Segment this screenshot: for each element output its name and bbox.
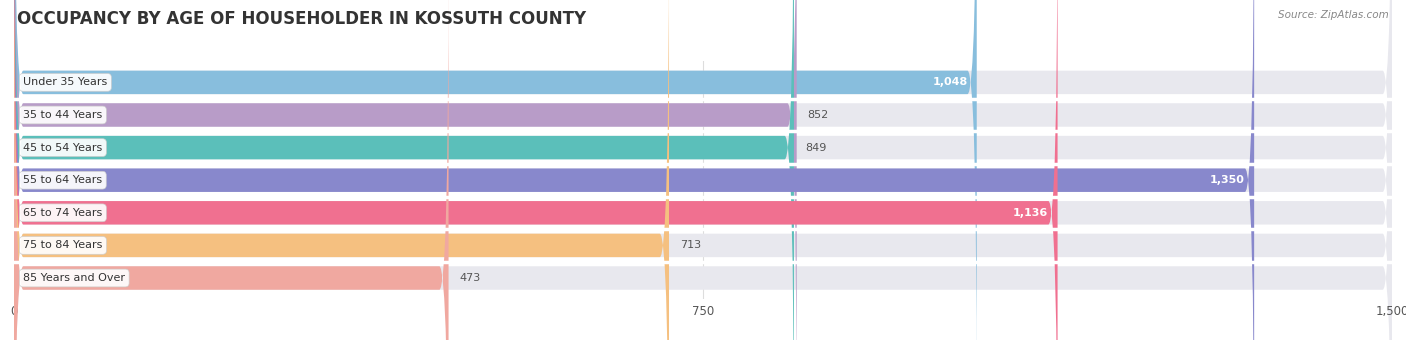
FancyBboxPatch shape <box>14 0 1392 340</box>
Text: 1,136: 1,136 <box>1014 208 1049 218</box>
FancyBboxPatch shape <box>14 0 797 340</box>
Text: 55 to 64 Years: 55 to 64 Years <box>24 175 103 185</box>
Text: 45 to 54 Years: 45 to 54 Years <box>24 142 103 153</box>
FancyBboxPatch shape <box>14 0 794 340</box>
FancyBboxPatch shape <box>14 0 1392 340</box>
FancyBboxPatch shape <box>14 0 1057 340</box>
Text: 35 to 44 Years: 35 to 44 Years <box>24 110 103 120</box>
Text: 473: 473 <box>460 273 481 283</box>
Text: 65 to 74 Years: 65 to 74 Years <box>24 208 103 218</box>
Text: 713: 713 <box>681 240 702 250</box>
Text: Under 35 Years: Under 35 Years <box>24 78 107 87</box>
FancyBboxPatch shape <box>14 0 1392 340</box>
FancyBboxPatch shape <box>14 0 1392 340</box>
Text: 85 Years and Over: 85 Years and Over <box>24 273 125 283</box>
FancyBboxPatch shape <box>14 0 669 340</box>
FancyBboxPatch shape <box>14 0 977 340</box>
FancyBboxPatch shape <box>14 0 449 340</box>
Text: 852: 852 <box>807 110 830 120</box>
FancyBboxPatch shape <box>14 0 1392 340</box>
FancyBboxPatch shape <box>14 0 1392 340</box>
Text: 1,350: 1,350 <box>1211 175 1244 185</box>
Text: 1,048: 1,048 <box>932 78 967 87</box>
Text: 75 to 84 Years: 75 to 84 Years <box>24 240 103 250</box>
Text: Source: ZipAtlas.com: Source: ZipAtlas.com <box>1278 10 1389 20</box>
Text: 849: 849 <box>806 142 827 153</box>
Text: OCCUPANCY BY AGE OF HOUSEHOLDER IN KOSSUTH COUNTY: OCCUPANCY BY AGE OF HOUSEHOLDER IN KOSSU… <box>17 10 586 28</box>
FancyBboxPatch shape <box>14 0 1392 340</box>
FancyBboxPatch shape <box>14 0 1254 340</box>
